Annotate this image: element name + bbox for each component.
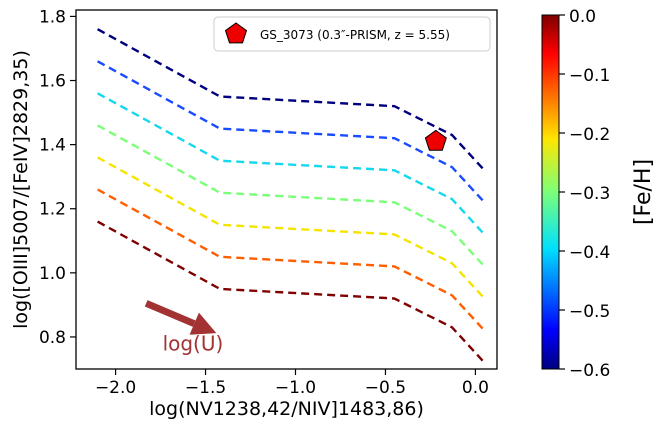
x-tick-label-1: −1.5: [185, 378, 226, 398]
x-axis-label: log(NV1238,42/NIV]1483,86): [149, 398, 424, 420]
series-line-6: [97, 220, 486, 364]
logu-arrow-label: log(U): [163, 331, 224, 355]
colorbar-label: [Fe/H]: [631, 159, 656, 225]
series-line-2: [97, 92, 486, 236]
gs3073-marker: [424, 129, 447, 151]
series-line-0: [97, 28, 486, 172]
series-line-3: [97, 124, 486, 268]
y-axis-label: log([OIII]5007/[FeIV]2829,35): [10, 50, 32, 329]
series-lines: [97, 28, 486, 364]
y-tick-label-2: 1.2: [39, 200, 66, 220]
plot-frame: [75, 9, 498, 370]
y-tick-label-4: 1.6: [39, 72, 66, 92]
colorbar-tick-label-1: −0.1: [569, 66, 610, 86]
series-line-5: [97, 188, 486, 332]
x-tick-label-4: 0.0: [462, 378, 489, 398]
x-tick-label-3: −0.5: [365, 378, 406, 398]
x-tick-label-0: −2.0: [95, 378, 136, 398]
axes: −2.0 −1.5 −1.0 −0.5 0.0 0.8 1.0 1.2 1.4 1.6 1.8: [39, 7, 489, 398]
colorbar-tick-label-6: −0.6: [569, 361, 610, 381]
colorbar-tick-label-5: −0.5: [569, 302, 610, 322]
data-marker-layer: [424, 129, 447, 151]
colorbar-strip: [541, 14, 560, 370]
colorbar-tick-label-2: −0.2: [569, 125, 610, 145]
series-line-1: [97, 60, 486, 204]
legend-box: [213, 16, 491, 52]
legend-marker-pentagon: [224, 22, 248, 44]
y-tick-label-0: 0.8: [39, 328, 66, 348]
annotation-layer: log(U): [144, 300, 224, 355]
y-tick-label-3: 1.4: [39, 136, 66, 156]
colorbar-tick-label-0: 0.0: [569, 7, 596, 27]
x-tick-label-2: −1.0: [275, 378, 316, 398]
series-line-4: [97, 156, 486, 300]
colorbar-tick-label-3: −0.3: [569, 184, 610, 204]
y-tick-label-1: 1.0: [39, 264, 66, 284]
y-tick-label-5: 1.8: [39, 7, 66, 27]
legend-label: GS_3073 (0.3″-PRISM, z = 5.55): [260, 28, 450, 42]
colorbar-tick-label-4: −0.4: [569, 243, 610, 263]
colorbar-ticks: 0.0 −0.1 −0.2 −0.3 −0.4 −0.5 −0.6: [559, 7, 610, 381]
logu-arrow-head: [189, 312, 217, 335]
legend: GS_3073 (0.3″-PRISM, z = 5.55): [213, 16, 491, 52]
colorbar: 0.0 −0.1 −0.2 −0.3 −0.4 −0.5 −0.6 [Fe/H]: [541, 7, 656, 381]
logu-arrow-shaft: [144, 300, 196, 327]
